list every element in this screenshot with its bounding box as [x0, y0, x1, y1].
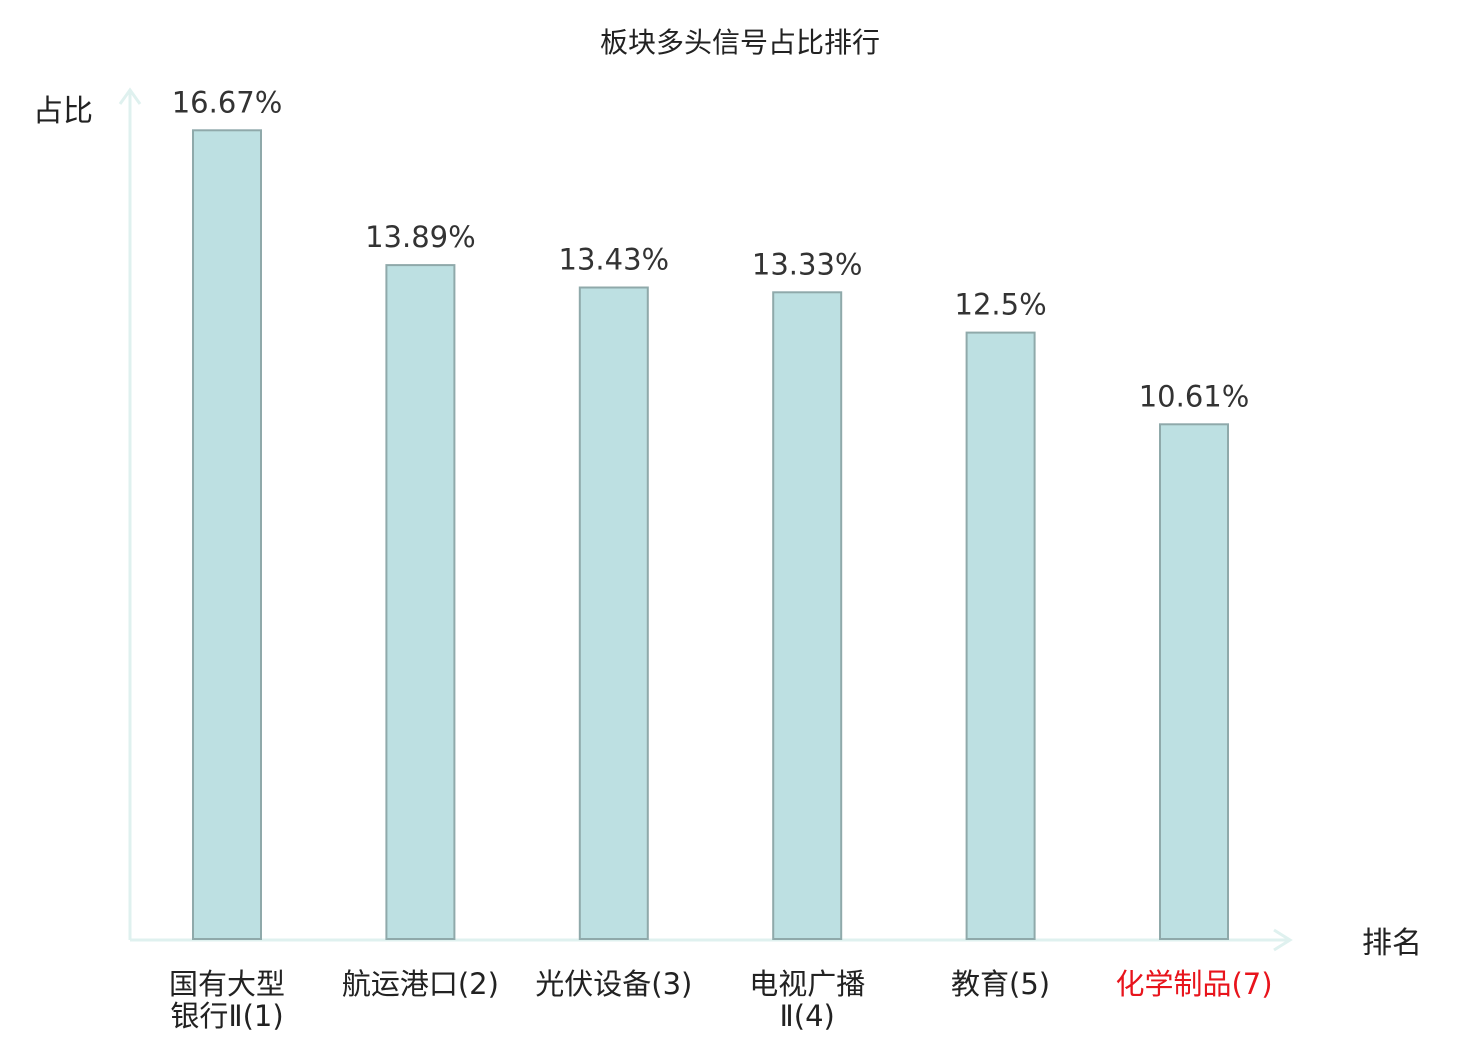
category-label-4-line-2: Ⅱ(4) — [780, 999, 835, 1033]
category-label-3: 光伏设备(3) — [535, 967, 692, 1001]
bar-6 — [1159, 423, 1229, 940]
value-label-1: 16.67% — [172, 85, 283, 119]
value-label-4: 13.33% — [752, 247, 863, 281]
y-axis-label: 占比 — [33, 94, 93, 129]
value-label-3: 13.43% — [559, 243, 670, 277]
category-label-4-line-1: 电视广播 — [749, 967, 865, 1001]
value-label-5: 12.5% — [955, 288, 1047, 322]
category-label-6: 化学制品(7) — [1115, 967, 1272, 1001]
category-label-5: 教育(5) — [951, 967, 1050, 1001]
bar-1 — [192, 129, 262, 941]
chart-title: 板块多头信号占比排行 — [600, 26, 880, 59]
x-axis-arrow — [1273, 928, 1293, 952]
category-label-1-line-1: 国有大型 — [169, 967, 285, 1001]
bar-4 — [772, 291, 843, 940]
axes — [118, 87, 1293, 952]
category-label-1-line-2: 银行Ⅱ(1) — [170, 999, 283, 1033]
bars-group — [192, 129, 1229, 941]
x-axis-label: 排名 — [1362, 926, 1422, 961]
value-label-2: 13.89% — [365, 220, 476, 254]
category-label-2: 航运港口(2) — [342, 967, 499, 1001]
value-label-6: 10.61% — [1139, 379, 1250, 413]
y-axis-arrow — [118, 87, 142, 105]
bar-2 — [385, 264, 456, 941]
bar-5 — [965, 331, 1036, 941]
bar-3 — [578, 286, 649, 940]
value-labels-group: 16.67% 13.89% 13.43% 13.33% 12.5% 10.61% — [172, 85, 1250, 413]
